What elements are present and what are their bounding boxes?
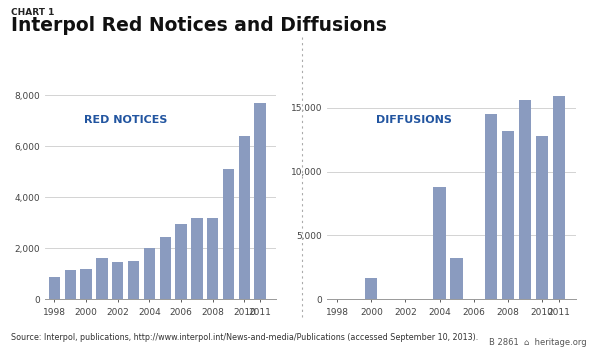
Bar: [207, 218, 218, 299]
Bar: [80, 269, 92, 299]
Text: DIFFUSIONS: DIFFUSIONS: [376, 115, 452, 125]
Text: CHART 1: CHART 1: [11, 8, 54, 17]
Bar: [144, 248, 155, 299]
Bar: [365, 277, 377, 299]
Text: RED NOTICES: RED NOTICES: [84, 115, 167, 125]
Bar: [536, 136, 548, 299]
Bar: [96, 258, 107, 299]
Text: Source: Interpol, publications, http://www.interpol.int/News-and-media/Publicati: Source: Interpol, publications, http://w…: [11, 333, 478, 342]
Bar: [451, 258, 463, 299]
Bar: [223, 169, 234, 299]
Bar: [65, 270, 76, 299]
Bar: [191, 218, 203, 299]
Bar: [254, 103, 266, 299]
Text: Interpol Red Notices and Diffusions: Interpol Red Notices and Diffusions: [11, 16, 386, 35]
Bar: [175, 224, 187, 299]
Bar: [128, 261, 139, 299]
Bar: [160, 237, 171, 299]
Bar: [112, 262, 124, 299]
Bar: [433, 187, 446, 299]
Bar: [502, 131, 514, 299]
Bar: [49, 277, 60, 299]
Text: B 2861  ⌂  heritage.org: B 2861 ⌂ heritage.org: [489, 338, 587, 347]
Bar: [518, 100, 531, 299]
Bar: [239, 136, 250, 299]
Bar: [485, 114, 497, 299]
Bar: [553, 96, 565, 299]
